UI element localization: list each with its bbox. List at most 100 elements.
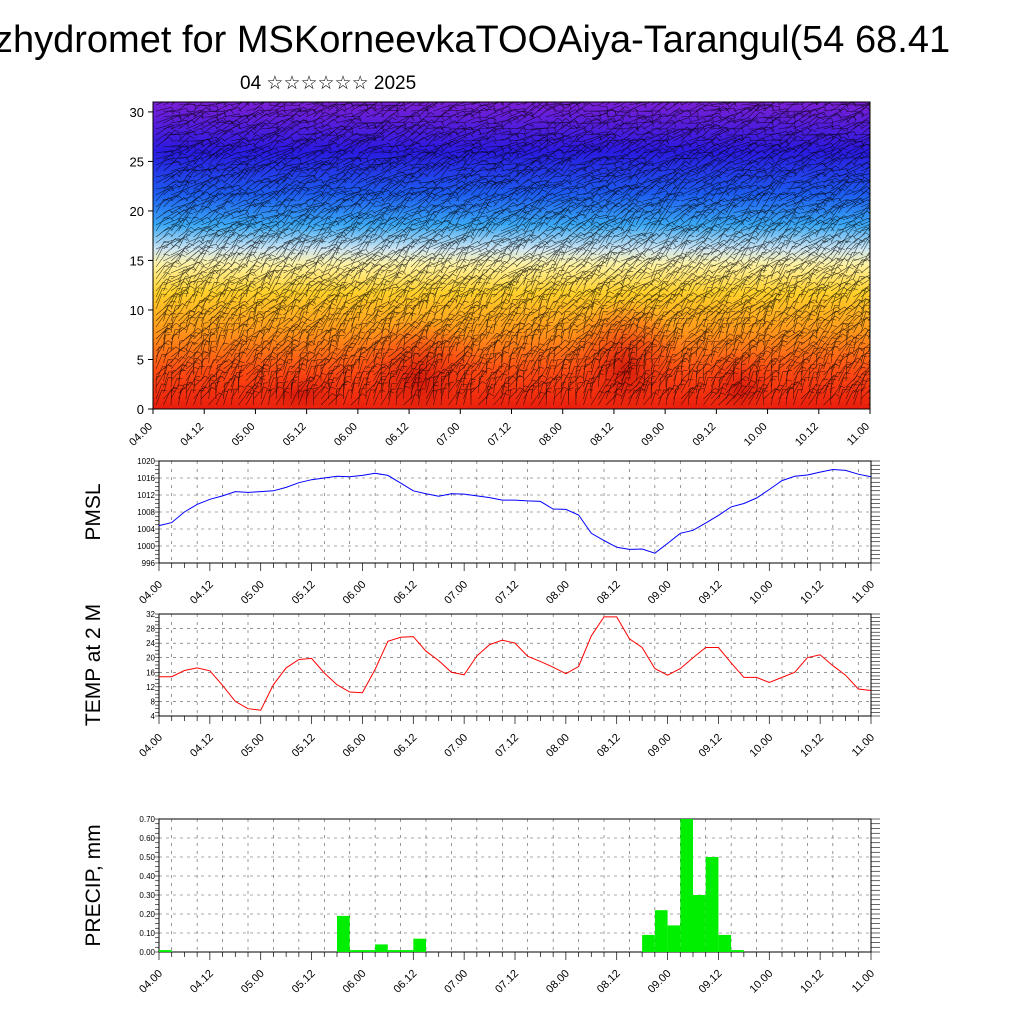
x-tick-label: 04.00: [127, 421, 155, 449]
y-tick-label: 0.50: [139, 853, 155, 862]
y-tick-label: 30: [130, 105, 144, 120]
precip-bar: [337, 915, 350, 952]
precip-bar: [159, 950, 172, 952]
y-tick-label: 0.40: [139, 872, 155, 881]
y-tick-label: 15: [130, 253, 144, 268]
x-tick-label: 04.00: [137, 732, 165, 760]
page-subtitle: 04 ☆☆☆☆☆☆ 2025: [240, 73, 417, 94]
precip-bar: [693, 895, 706, 952]
x-tick-label: 06.12: [391, 732, 419, 760]
y-tick-label: 0: [137, 402, 144, 417]
y-tick-label: 1016: [137, 474, 155, 483]
y-tick-label: 996: [142, 559, 156, 568]
x-tick-label: 04.12: [188, 732, 216, 760]
x-tick-label: 11.00: [850, 968, 877, 995]
x-tick-label: 05.00: [230, 421, 258, 449]
x-tick-label: 06.12: [391, 968, 419, 996]
x-tick-label: 09.00: [639, 421, 667, 449]
y-axis-label: TEMP at 2 M: [82, 604, 105, 726]
x-tick-label: 05.12: [290, 732, 318, 760]
x-tick-label: 11.00: [850, 732, 877, 759]
precip-bar: [387, 950, 401, 952]
y-tick-label: 0.30: [139, 891, 155, 900]
y-tick-label: 0.00: [139, 948, 155, 957]
y-tick-label: 1004: [137, 525, 155, 534]
x-tick-label: 08.12: [595, 968, 623, 996]
x-tick-label: 09.12: [697, 579, 725, 607]
y-tick-label: 5: [137, 352, 144, 367]
x-tick-label: 07.00: [442, 732, 470, 760]
y-tick-label: 10: [130, 303, 144, 318]
y-tick-label: 32: [146, 610, 155, 619]
y-tick-label: 4: [151, 712, 156, 721]
precip-bar: [680, 819, 693, 952]
x-tick-label: 10.12: [798, 968, 826, 996]
y-tick-label: 1008: [137, 508, 155, 517]
x-tick-label: 07.00: [442, 968, 470, 996]
precip-bar: [413, 938, 426, 952]
x-tick-label: 09.00: [646, 579, 674, 607]
precip-bar: [642, 934, 655, 952]
temp-line: [159, 616, 872, 711]
precip-panel: 0.00 0.10 0.20 0.30 0.40 0.50 0.60 0.70 04.00 04.…: [82, 815, 880, 996]
x-tick-label: 06.00: [341, 579, 369, 607]
x-tick-label: 11.00: [850, 579, 877, 606]
pmsl-line: [158, 468, 872, 554]
precip-bar: [362, 950, 376, 952]
y-tick-label: 20: [146, 654, 155, 663]
precip-bar: [705, 857, 719, 952]
x-tick-label: 07.00: [442, 579, 470, 607]
x-tick-label: 04.12: [178, 421, 206, 449]
precip-bar: [654, 910, 668, 952]
x-tick-label: 05.00: [239, 732, 267, 760]
cross-section-panel: 0 5 10 15 20 25 30 04.00 04.12 05.00 05.12 06.00 06.…: [127, 101, 872, 449]
x-tick-label: 05.00: [239, 579, 267, 607]
x-tick-label: 06.00: [341, 732, 369, 760]
x-tick-label: 04.00: [137, 968, 165, 996]
x-tick-label: 08.00: [537, 421, 565, 449]
x-tick-label: 08.00: [544, 732, 572, 760]
x-tick-label: 07.12: [493, 732, 521, 760]
precip-bar: [718, 934, 732, 952]
x-tick-label: 10.00: [742, 421, 770, 449]
x-tick-label: 04.12: [188, 968, 216, 996]
x-tick-label: 09.12: [697, 732, 725, 760]
page-title: zhydromet for MSKorneevkaTOOAiya-Tarangu…: [0, 19, 951, 61]
precip-bar: [349, 950, 363, 952]
x-tick-label: 08.12: [588, 421, 616, 449]
precip-bar: [667, 925, 681, 952]
x-tick-label: 08.00: [544, 579, 572, 607]
x-tick-label: 07.12: [486, 421, 514, 449]
y-tick-label: 0.20: [139, 910, 155, 919]
x-tick-label: 07.12: [493, 579, 521, 607]
y-tick-label: 1000: [137, 542, 155, 551]
x-tick-label: 05.12: [290, 968, 318, 996]
y-tick-label: 20: [130, 204, 144, 219]
x-tick-label: 10.12: [793, 421, 821, 449]
x-tick-label: 06.00: [332, 421, 360, 449]
x-tick-label: 05.12: [281, 421, 309, 449]
x-tick-label: 07.12: [493, 968, 521, 996]
x-tick-label: 11.00: [845, 421, 872, 448]
x-tick-label: 09.00: [646, 968, 674, 996]
x-tick-label: 06.00: [341, 968, 369, 996]
x-tick-label: 06.12: [391, 579, 419, 607]
x-tick-label: 10.12: [798, 732, 826, 760]
x-tick-label: 08.12: [595, 732, 623, 760]
x-tick-label: 10.00: [747, 579, 775, 607]
x-tick-label: 08.00: [544, 968, 572, 996]
x-tick-label: 09.00: [646, 732, 674, 760]
x-tick-label: 07.00: [434, 421, 462, 449]
y-tick-label: 0.60: [139, 834, 155, 843]
x-tick-label: 10.12: [798, 579, 826, 607]
temp-panel: 4 8 12 16 20 24 28 32 04.00 04.12 05.00 05.12 06.00 0…: [82, 604, 880, 760]
x-tick-label: 10.00: [747, 968, 775, 996]
y-axis-label: PRECIP, mm: [82, 824, 105, 946]
y-tick-label: 12: [146, 683, 155, 692]
x-tick-label: 08.12: [595, 579, 623, 607]
y-tick-label: 1020: [137, 457, 155, 466]
x-tick-label: 09.12: [697, 968, 725, 996]
x-tick-label: 06.12: [383, 421, 411, 449]
x-tick-label: 04.00: [137, 579, 165, 607]
